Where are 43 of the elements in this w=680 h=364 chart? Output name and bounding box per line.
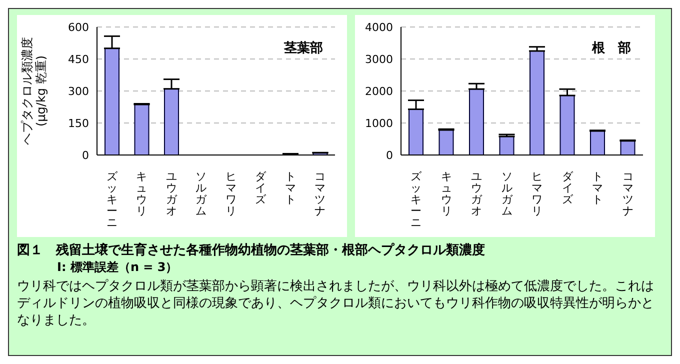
x-tick-label: ズッキーニ	[106, 170, 118, 229]
x-tick-label: コマツナ	[314, 170, 326, 218]
bar	[499, 136, 514, 155]
y-tick-label: 600	[68, 20, 89, 34]
text: I: 標準誤差（n = 3）	[57, 259, 179, 276]
y-tick-label: 0	[386, 148, 393, 162]
annotation: 茎葉部	[284, 40, 323, 57]
bar	[590, 130, 605, 155]
y-tick-label: 0	[82, 148, 89, 162]
y-tick-label: 3000	[365, 52, 393, 66]
x-tick-label: コマツナ	[622, 170, 634, 218]
text: 図１ 残留土壌で生育させた各種作物幼植物の茎葉部・根部ヘプタクロル類濃度	[17, 242, 486, 259]
bar	[104, 48, 120, 155]
x-tick-label: ダイズ	[255, 170, 268, 206]
y-tick-label: 150	[68, 116, 89, 130]
y-axis-title: ヘプタクロル類濃度 (μg/kg 乾重)	[20, 37, 48, 145]
x-tick-label: ユウガオ	[471, 170, 484, 218]
bar	[134, 104, 150, 155]
x-tick-label: ソルガム	[196, 170, 208, 218]
bar	[164, 88, 179, 155]
y-tick-label: 4000	[365, 20, 393, 34]
x-tick-label: トマト	[592, 170, 604, 206]
text: ウリ科ではヘプタクロル類が茎葉部から顕著に検出されましたが、ウリ科以外は極めて低濃度でした。これはディルドリンの植物吸収と同様の現象であり、ヘプタクロル類においてもウリ科作物の吸収特異性が明らかとなりました。	[17, 278, 655, 329]
x-tick-label: ダイズ	[562, 170, 574, 206]
x-tick-label: キュウリ	[440, 170, 452, 218]
x-tick-label: ヒマワリ	[225, 170, 236, 218]
bar	[620, 140, 636, 155]
x-tick-label: ヒマワリ	[532, 170, 543, 218]
x-tick-label: トマト	[284, 170, 296, 206]
bar	[530, 50, 544, 155]
bar	[438, 130, 454, 155]
y-tick-label: 300	[68, 84, 89, 98]
bar	[408, 108, 424, 155]
x-tick-label: ソルガム	[501, 170, 514, 218]
annotation: 根 部	[592, 40, 631, 57]
y-tick-label: 450	[68, 52, 89, 66]
x-tick-label: キュウリ	[136, 170, 148, 218]
bar	[469, 88, 484, 155]
x-tick-label: ユウガオ	[166, 170, 178, 218]
y-tick-label: 1000	[365, 116, 393, 130]
x-tick-label: ズッキーニ	[410, 170, 423, 229]
bar	[560, 94, 575, 155]
y-tick-label: 2000	[365, 84, 393, 98]
